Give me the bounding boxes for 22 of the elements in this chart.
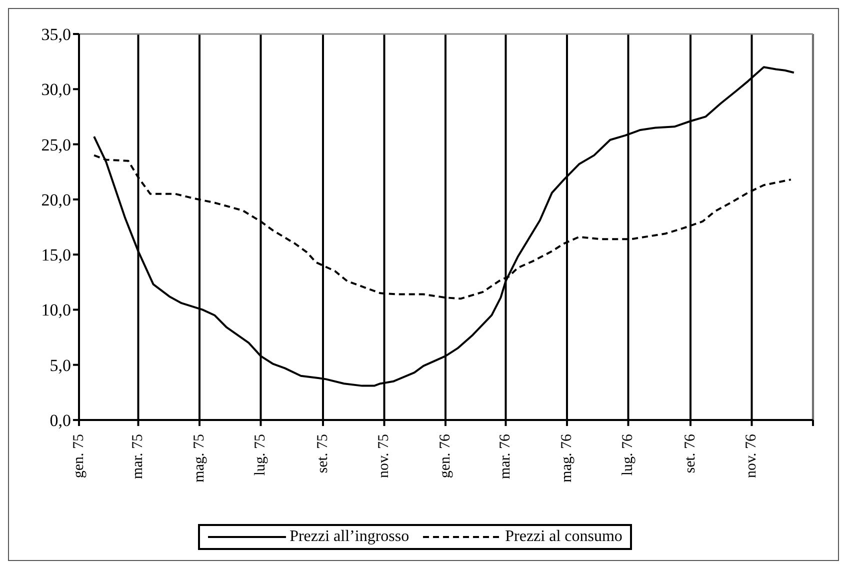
x-tick-label: lug. 76 — [620, 434, 636, 476]
x-tick-label: mar. 75 — [130, 434, 146, 479]
y-tick-label: 0,0 — [50, 411, 71, 430]
x-tick-label: set. 75 — [314, 434, 331, 474]
x-tick-label: gen. 76 — [438, 434, 454, 478]
y-tick-label: 5,0 — [50, 356, 71, 375]
x-tick-label: gen. 75 — [71, 434, 87, 478]
y-tick-label: 25,0 — [41, 135, 71, 154]
x-tick-label: lug. 75 — [252, 434, 269, 476]
y-tick-label: 20,0 — [41, 190, 71, 210]
x-tick-label: nov. 76 — [744, 434, 760, 478]
x-tick-label: set. 76 — [682, 434, 698, 474]
x-tick-label: nov. 75 — [376, 434, 392, 478]
y-tick-label: 30,0 — [41, 80, 71, 100]
x-tick-label: mag. 75 — [191, 434, 208, 482]
y-tick-label: 35,0 — [41, 25, 71, 44]
y-tick-label: 15,0 — [41, 246, 71, 265]
x-tick-label: mar. 76 — [498, 434, 514, 479]
y-tick-label: 10,0 — [41, 300, 71, 320]
x-tick-label: mag. 76 — [558, 434, 575, 482]
legend-label: Prezzi al consumo — [505, 528, 622, 546]
legend-label: Prezzi all’ingrosso — [290, 528, 410, 546]
